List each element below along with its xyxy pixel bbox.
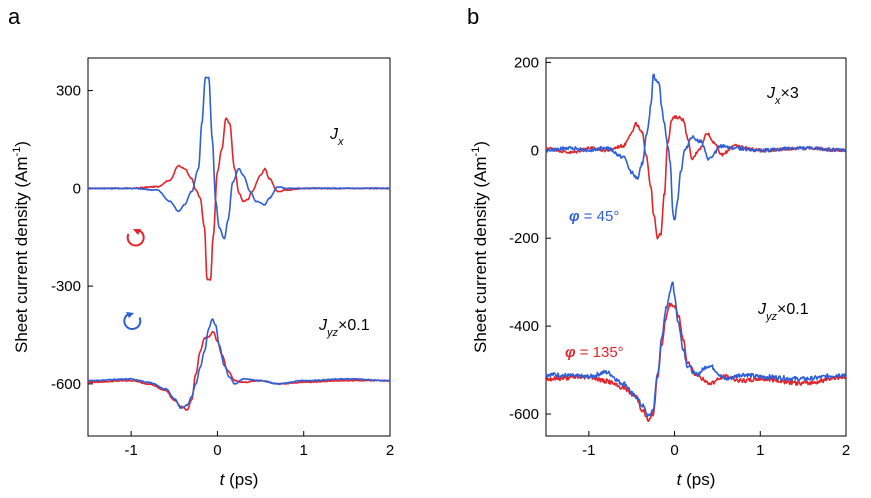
x-tick-label-b: 2 <box>842 442 850 459</box>
y-tick-label-a: -300 <box>51 278 81 295</box>
y-tick-label-a: -600 <box>51 376 81 393</box>
y-tick-label-b: -200 <box>509 230 539 247</box>
plot-frame-a <box>87 57 391 437</box>
blue-circular-arrow-icon <box>123 312 142 331</box>
panel-b: 200 0 -200 -400 -600 -1 0 1 2 Sheet current den… <box>470 54 850 489</box>
y-tick-label-a: 0 <box>73 180 81 197</box>
series-line-a-1 <box>87 76 391 240</box>
y-tick-label-a: 300 <box>56 83 81 100</box>
x-tick-label-b: 1 <box>756 442 764 459</box>
series-line-a-0 <box>87 117 391 281</box>
series-line-b-2 <box>545 302 847 422</box>
series-line-b-1 <box>545 73 847 221</box>
panel-label-b: b <box>467 4 479 29</box>
jyz-label-b: Jyz×0.1 <box>757 301 809 323</box>
panel-a: 300 0 -300 -600 -1 0 1 2 Sheet current density… <box>11 57 394 489</box>
jx-label-a: Jx <box>329 126 344 148</box>
x-tick-label-a: 0 <box>213 442 221 459</box>
x-tick-label-a: -1 <box>124 442 137 459</box>
x-tick-label-a: 2 <box>386 442 394 459</box>
x-tick-label-b: -1 <box>582 442 595 459</box>
y-axis-title-a: Sheet current density (Am-1) <box>11 141 31 353</box>
series-line-a-2 <box>87 330 391 411</box>
x-tick-label-b: 0 <box>670 442 678 459</box>
x-axis-title-a: t (ps) <box>220 470 259 489</box>
x-axis-title-b: t (ps) <box>677 470 716 489</box>
y-tick-label-b: -600 <box>509 406 539 423</box>
y-tick-label-b: 0 <box>531 142 539 159</box>
jyz-label-a: Jyz×0.1 <box>318 317 370 339</box>
jx-label-b: Jx×3 <box>766 85 799 107</box>
plot-frame-b <box>545 57 847 437</box>
red-circular-arrow-icon <box>126 229 145 247</box>
y-tick-label-b: 200 <box>514 54 539 71</box>
y-tick-label-b: -400 <box>509 318 539 335</box>
x-tick-label-a: 1 <box>300 442 308 459</box>
phi-135-label: φ = 135° <box>565 344 624 361</box>
phi-45-label: φ = 45° <box>569 208 619 225</box>
y-axis-title-b: Sheet current density (Am-1) <box>470 141 490 353</box>
panel-label-a: a <box>8 4 21 29</box>
series-line-b-3 <box>545 281 847 418</box>
series-line-a-3 <box>87 318 391 409</box>
